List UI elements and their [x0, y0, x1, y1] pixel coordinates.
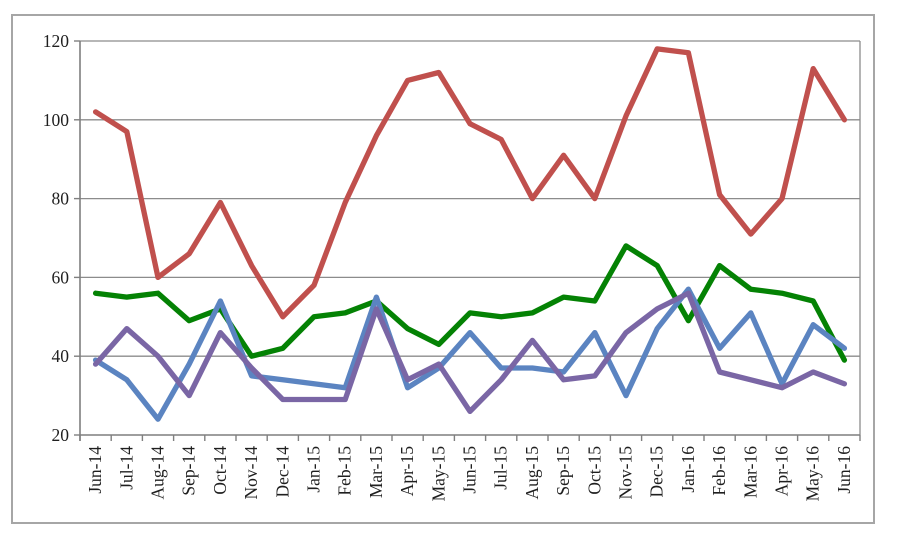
x-axis-label-Mar-16: Mar-16: [740, 446, 760, 498]
y-axis-label-80: 80: [52, 189, 70, 209]
x-axis-label-Feb-15: Feb-15: [335, 446, 355, 496]
x-axis-label-Dec-14: Dec-14: [272, 446, 292, 498]
y-axis-label-120: 120: [43, 31, 70, 51]
x-axis-label-Aug-14: Aug-14: [148, 446, 168, 500]
x-axis-label-Sep-14: Sep-14: [179, 446, 199, 496]
x-axis-label-Jun-15: Jun-15: [460, 446, 480, 494]
x-axis-label-Dec-15: Dec-15: [647, 446, 667, 498]
x-axis-label-Nov-15: Nov-15: [616, 446, 636, 500]
x-axis-label-Sep-15: Sep-15: [553, 446, 573, 496]
x-axis-label-Nov-14: Nov-14: [241, 446, 261, 500]
y-axis-label-100: 100: [43, 110, 70, 130]
series-line-blue-series: [92, 286, 848, 422]
x-axis-label-Jan-16: Jan-16: [678, 446, 698, 493]
y-axis-label-60: 60: [52, 267, 70, 287]
x-axis-label-Jul-14: Jul-14: [116, 446, 136, 490]
x-axis-label-Jul-15: Jul-15: [491, 446, 511, 490]
x-axis-label-Oct-15: Oct-15: [584, 446, 604, 495]
series-line-purple-series: [92, 290, 848, 415]
series-line-green-series: [92, 243, 848, 363]
series-line-red-series: [92, 46, 848, 320]
x-axis-label-Apr-16: Apr-16: [772, 446, 792, 496]
x-axis-label-Jan-15: Jan-15: [304, 446, 324, 493]
x-axis-label-Feb-16: Feb-16: [709, 446, 729, 496]
x-axis-label-May-15: May-15: [428, 446, 448, 502]
x-axis-label-Aug-15: Aug-15: [522, 446, 542, 500]
x-axis-label-Jun-14: Jun-14: [85, 446, 105, 494]
x-axis-label-May-16: May-16: [803, 446, 823, 502]
y-axis-label-20: 20: [52, 425, 70, 445]
x-axis-label-Oct-14: Oct-14: [210, 446, 230, 495]
x-axis-label-Apr-15: Apr-15: [397, 446, 417, 496]
x-axis-label-Mar-15: Mar-15: [366, 446, 386, 498]
y-axis-label-40: 40: [52, 346, 70, 366]
x-axis-label-Jun-16: Jun-16: [834, 446, 854, 494]
